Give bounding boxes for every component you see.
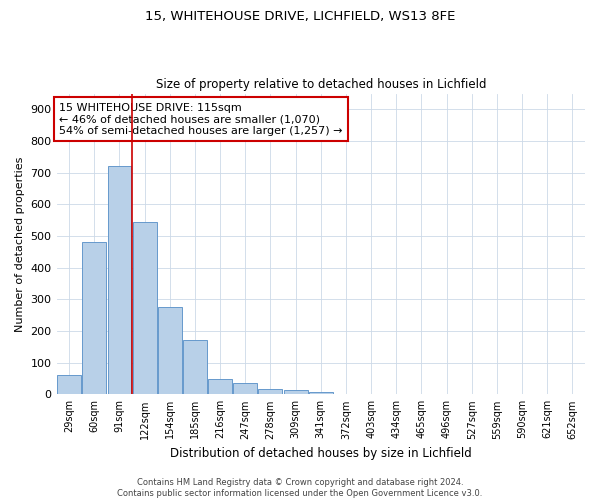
Title: Size of property relative to detached houses in Lichfield: Size of property relative to detached ho… <box>155 78 486 91</box>
Bar <box>233 383 257 394</box>
X-axis label: Distribution of detached houses by size in Lichfield: Distribution of detached houses by size … <box>170 447 472 460</box>
Text: 15 WHITEHOUSE DRIVE: 115sqm
← 46% of detached houses are smaller (1,070)
54% of : 15 WHITEHOUSE DRIVE: 115sqm ← 46% of det… <box>59 102 343 136</box>
Y-axis label: Number of detached properties: Number of detached properties <box>15 156 25 332</box>
Bar <box>57 376 81 394</box>
Text: Contains HM Land Registry data © Crown copyright and database right 2024.
Contai: Contains HM Land Registry data © Crown c… <box>118 478 482 498</box>
Text: 15, WHITEHOUSE DRIVE, LICHFIELD, WS13 8FE: 15, WHITEHOUSE DRIVE, LICHFIELD, WS13 8F… <box>145 10 455 23</box>
Bar <box>107 166 131 394</box>
Bar <box>259 388 283 394</box>
Bar <box>82 242 106 394</box>
Bar <box>208 380 232 394</box>
Bar <box>183 340 207 394</box>
Bar <box>158 307 182 394</box>
Bar <box>309 392 333 394</box>
Bar <box>284 390 308 394</box>
Bar <box>133 222 157 394</box>
